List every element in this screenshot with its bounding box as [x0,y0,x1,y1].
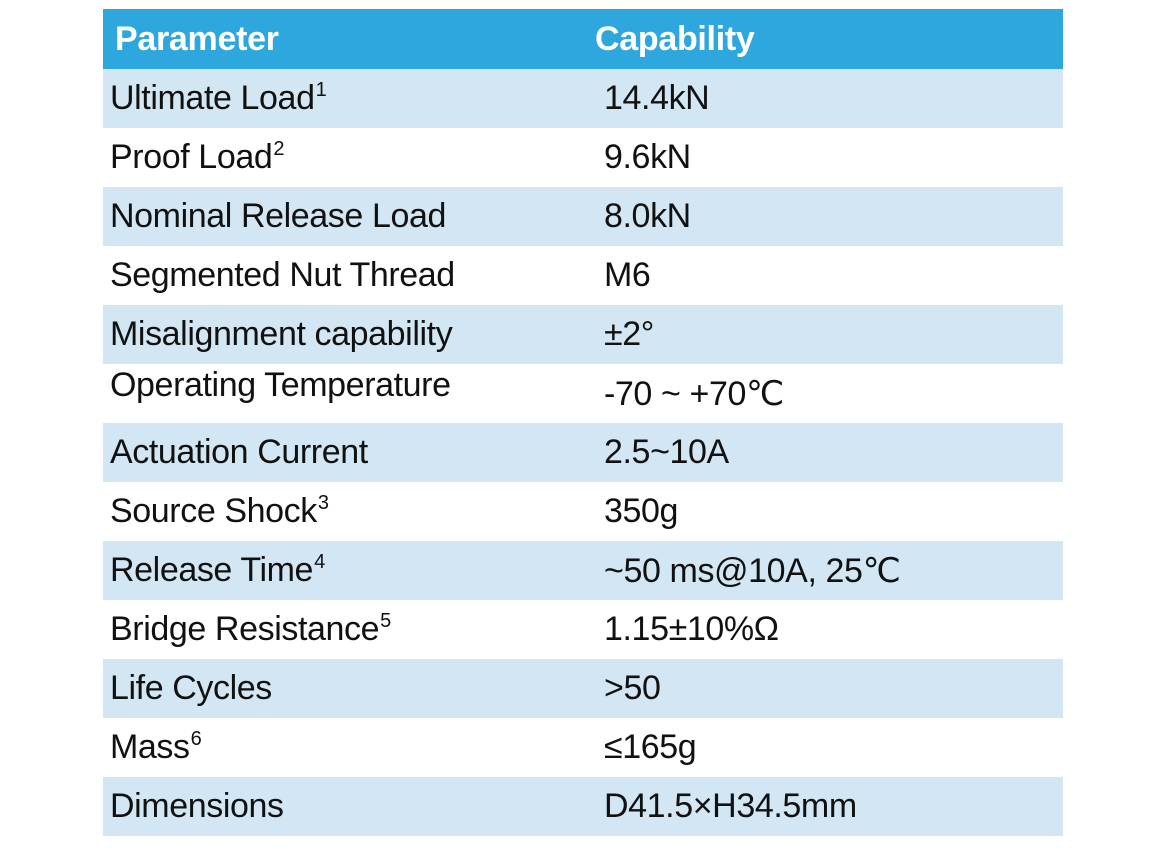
footnote-marker: 5 [380,610,391,632]
parameter-label: Life Cycles [110,669,272,707]
footnote-marker: 3 [317,492,329,514]
parameter-cell: Ultimate Load1 [103,69,591,128]
table-row: Release Time4 ~50 ms@10A, 25℃ [103,541,1063,600]
parameter-cell: Proof Load2 [103,128,591,187]
parameter-label: Actuation Current [110,433,368,471]
parameter-label: Dimensions [110,787,284,825]
parameter-cell: Operating Temperature [103,364,591,423]
header-capability: Capability [595,19,755,58]
value-cell: ~50 ms@10A, 25℃ [604,551,901,590]
parameter-cell: Mass6 [103,718,591,777]
parameter-label: Release Time [110,551,314,589]
parameter-label: Nominal Release Load [110,197,446,235]
parameter-cell: Actuation Current [103,423,591,482]
parameter-label: Source Shock [110,492,317,530]
footnote-marker: 1 [315,79,327,101]
parameter-cell: Bridge Resistance5 [103,600,591,659]
table-row: Segmented Nut Thread M6 [103,246,1063,305]
table-row: Nominal Release Load 8.0kN [103,187,1063,246]
value-cell: 350g [604,492,679,530]
parameter-cell: Nominal Release Load [103,187,591,246]
table-row: Actuation Current 2.5~10A [103,423,1063,482]
parameter-cell: Segmented Nut Thread [103,246,591,305]
parameter-label: Mass [110,728,190,766]
table-row: Ultimate Load1 14.4kN [103,69,1063,128]
table-row: Source Shock3 350g [103,482,1063,541]
footnote-marker: 6 [190,728,202,750]
spec-table: Parameter Capability Ultimate Load1 14.4… [103,9,1063,836]
parameter-label: Ultimate Load [110,79,315,117]
value-cell: 14.4kN [604,79,710,117]
parameter-cell: Dimensions [103,777,591,836]
footnote-marker: 4 [314,551,325,573]
parameter-label: Misalignment capability [110,315,453,353]
table-row: Misalignment capability ±2° [103,305,1063,364]
value-cell: D41.5×H34.5mm [604,787,857,825]
table-row: Life Cycles >50 [103,659,1063,718]
value-cell: 2.5~10A [604,433,729,471]
value-cell: -70 ~ +70℃ [604,375,784,413]
value-cell: M6 [604,256,651,294]
value-cell: 1.15±10%Ω [604,610,779,648]
table-row: Mass6 ≤165g [103,718,1063,777]
parameter-cell: Release Time4 [103,541,591,600]
table-row: Operating Temperature -70 ~ +70℃ [103,364,1063,423]
value-cell: ±2° [604,315,654,353]
value-cell: >50 [604,669,661,707]
parameter-label: Proof Load [110,138,273,176]
parameter-cell: Life Cycles [103,659,591,718]
table-row: Dimensions D41.5×H34.5mm [103,777,1063,836]
value-cell: 9.6kN [604,138,691,176]
parameter-cell: Misalignment capability [103,305,591,364]
value-cell: ≤165g [604,728,697,766]
header-parameter: Parameter [115,19,279,58]
parameter-cell: Source Shock3 [103,482,591,541]
table-header-row: Parameter Capability [103,9,1063,69]
parameter-label: Bridge Resistance [110,610,380,648]
footnote-marker: 2 [273,138,285,160]
value-cell: 8.0kN [604,197,691,235]
parameter-label: Segmented Nut Thread [110,256,455,294]
table-row: Bridge Resistance5 1.15±10%Ω [103,600,1063,659]
parameter-label: Operating Temperature [110,366,451,404]
table-row: Proof Load2 9.6kN [103,128,1063,187]
